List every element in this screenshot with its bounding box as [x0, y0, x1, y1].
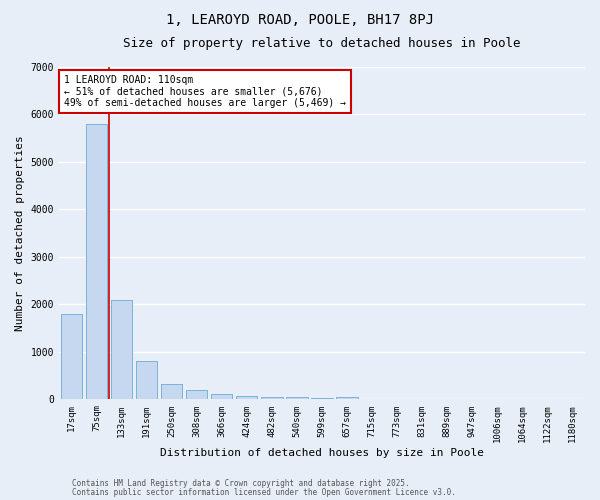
Text: Contains HM Land Registry data © Crown copyright and database right 2025.: Contains HM Land Registry data © Crown c… — [72, 479, 410, 488]
Bar — [186, 390, 208, 400]
Bar — [161, 384, 182, 400]
Bar — [86, 124, 107, 400]
Y-axis label: Number of detached properties: Number of detached properties — [15, 136, 25, 331]
Bar — [111, 300, 132, 400]
X-axis label: Distribution of detached houses by size in Poole: Distribution of detached houses by size … — [160, 448, 484, 458]
Text: 1, LEAROYD ROAD, POOLE, BH17 8PJ: 1, LEAROYD ROAD, POOLE, BH17 8PJ — [166, 12, 434, 26]
Bar — [311, 398, 332, 400]
Bar — [337, 396, 358, 400]
Text: Contains public sector information licensed under the Open Government Licence v3: Contains public sector information licen… — [72, 488, 456, 497]
Bar — [61, 314, 82, 400]
Bar — [261, 396, 283, 400]
Title: Size of property relative to detached houses in Poole: Size of property relative to detached ho… — [123, 38, 521, 51]
Bar — [136, 360, 157, 400]
Bar — [236, 396, 257, 400]
Bar — [211, 394, 232, 400]
Bar — [286, 397, 308, 400]
Text: 1 LEAROYD ROAD: 110sqm
← 51% of detached houses are smaller (5,676)
49% of semi-: 1 LEAROYD ROAD: 110sqm ← 51% of detached… — [64, 76, 346, 108]
